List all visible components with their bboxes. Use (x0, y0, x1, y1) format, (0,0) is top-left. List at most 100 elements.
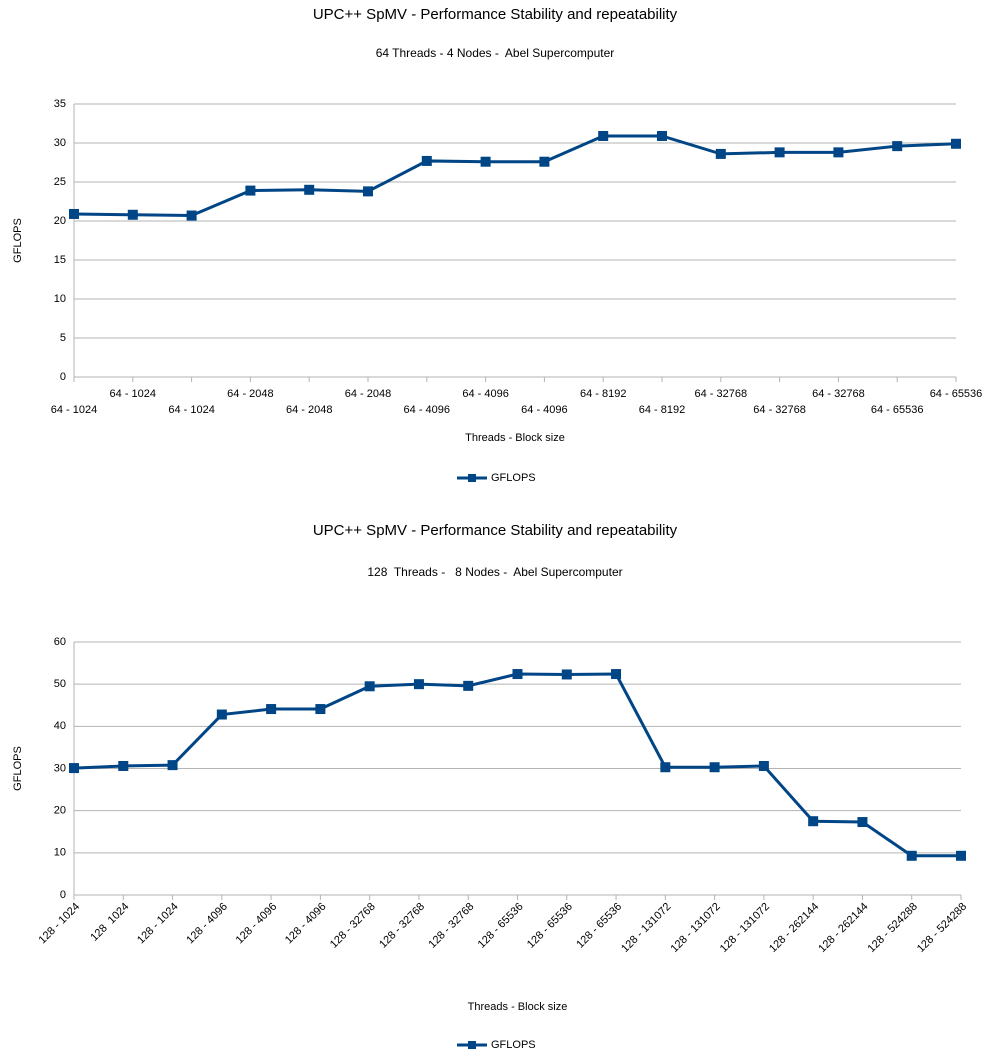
marker (709, 762, 720, 773)
chart-subtitle: 128 Threads - 8 Nodes - Abel Supercomput… (367, 565, 622, 579)
x-tick-label: 128 - 32768 (426, 901, 476, 951)
y-tick-label: 30 (54, 137, 66, 149)
marker (421, 155, 432, 166)
chart-title: UPC++ SpMV - Performance Stability and r… (313, 522, 678, 539)
series-line (73, 672, 961, 858)
marker (808, 816, 819, 827)
y-tick-label: 5 (60, 332, 66, 344)
x-tick-label: 64 - 4096 (521, 404, 567, 416)
marker (906, 850, 917, 861)
y-tick-label: 25 (54, 176, 66, 188)
legend-label: GFLOPS (491, 472, 536, 484)
marker (561, 669, 572, 680)
x-tick-label: 128 - 32768 (328, 901, 378, 951)
x-axis-label: Threads - Block size (465, 432, 565, 444)
marker (598, 130, 609, 141)
marker (657, 130, 667, 141)
chart-subtitle: 64 Threads - 4 Nodes - Abel Supercompute… (376, 46, 615, 60)
marker (463, 680, 474, 691)
x-tick-label: 128 1024 (88, 901, 131, 944)
y-axis-label: GFLOPS (12, 218, 24, 263)
y-tick-label: 20 (54, 215, 66, 227)
marker (833, 147, 844, 158)
marker (480, 156, 491, 167)
marker (363, 186, 373, 197)
x-tick-label: 64 - 32768 (694, 388, 747, 400)
y-tick-label: 20 (54, 805, 66, 817)
y-tick-label: 30 (54, 762, 66, 774)
x-tick-label: 64 - 65536 (871, 404, 924, 416)
y-tick-label: 0 (60, 371, 66, 383)
marker (611, 669, 622, 680)
marker (758, 760, 769, 771)
marker (892, 141, 903, 152)
marker (315, 704, 326, 715)
x-tick-label: 64 - 8192 (580, 388, 626, 400)
x-tick-label: 128 - 32768 (377, 901, 427, 951)
x-tick-label: 128 - 1024 (36, 901, 82, 947)
y-tick-label: 10 (54, 847, 66, 859)
marker (69, 763, 79, 774)
x-tick-label: 64 - 4096 (404, 404, 450, 416)
x-tick-label: 64 - 32768 (753, 404, 806, 416)
x-tick-label: 64 - 2048 (345, 388, 391, 400)
x-tick-label: 128 - 4096 (184, 901, 230, 947)
x-tick-label: 128 - 65536 (525, 901, 575, 951)
y-tick-label: 15 (54, 254, 66, 266)
marker (774, 147, 785, 158)
x-tick-label: 128 - 4096 (283, 901, 329, 947)
marker (539, 156, 550, 167)
marker (245, 185, 256, 196)
chart-title: UPC++ SpMV - Performance Stability and r… (313, 6, 678, 23)
x-tick-label: 128 - 65536 (574, 901, 624, 951)
marker (413, 679, 424, 690)
marker (715, 148, 726, 159)
x-tick-label: 64 - 1024 (110, 388, 156, 400)
x-tick-label: 128 - 131072 (619, 901, 673, 955)
x-tick-label: 64 - 32768 (812, 388, 865, 400)
marker (956, 850, 966, 861)
legend-marker (468, 1041, 476, 1049)
x-tick-label: 128 - 262144 (767, 901, 821, 955)
marker (857, 817, 868, 828)
x-tick-label: 128 - 65536 (476, 901, 526, 951)
x-tick-label: 128 - 131072 (668, 901, 722, 955)
x-tick-label: 128 - 524288 (866, 901, 920, 955)
marker (69, 208, 79, 219)
marker (266, 704, 277, 715)
y-tick-label: 35 (54, 98, 66, 110)
legend-marker (468, 474, 476, 482)
x-tick-label: 128 - 524288 (915, 901, 969, 955)
marker (304, 184, 315, 195)
marker (660, 762, 671, 773)
marker (364, 681, 375, 692)
x-tick-label: 128 - 131072 (718, 901, 772, 955)
x-tick-label: 64 - 8192 (639, 404, 685, 416)
y-tick-label: 60 (54, 636, 66, 648)
legend-label: GFLOPS (491, 1039, 536, 1051)
x-tick-label: 128 - 1024 (135, 901, 181, 947)
x-axis-label: Threads - Block size (468, 1001, 568, 1013)
y-axis-label: GFLOPS (12, 746, 24, 791)
x-tick-label: 64 - 2048 (286, 404, 332, 416)
x-tick-label: 64 - 1024 (51, 404, 97, 416)
x-tick-label: 64 - 65536 (930, 388, 983, 400)
x-tick-label: 128 - 4096 (234, 901, 280, 947)
x-tick-label: 128 - 262144 (816, 901, 870, 955)
marker (127, 209, 138, 220)
x-tick-label: 64 - 4096 (462, 388, 508, 400)
series-line (73, 134, 957, 218)
y-tick-label: 0 (60, 889, 66, 901)
x-tick-label: 64 - 1024 (168, 404, 214, 416)
y-tick-label: 40 (54, 720, 66, 732)
marker (167, 760, 178, 771)
marker (118, 760, 129, 771)
y-tick-label: 10 (54, 293, 66, 305)
marker (951, 138, 961, 149)
marker (216, 709, 227, 720)
x-tick-label: 64 - 2048 (227, 388, 273, 400)
marker (186, 210, 197, 221)
y-tick-label: 50 (54, 678, 66, 690)
marker (512, 669, 523, 680)
